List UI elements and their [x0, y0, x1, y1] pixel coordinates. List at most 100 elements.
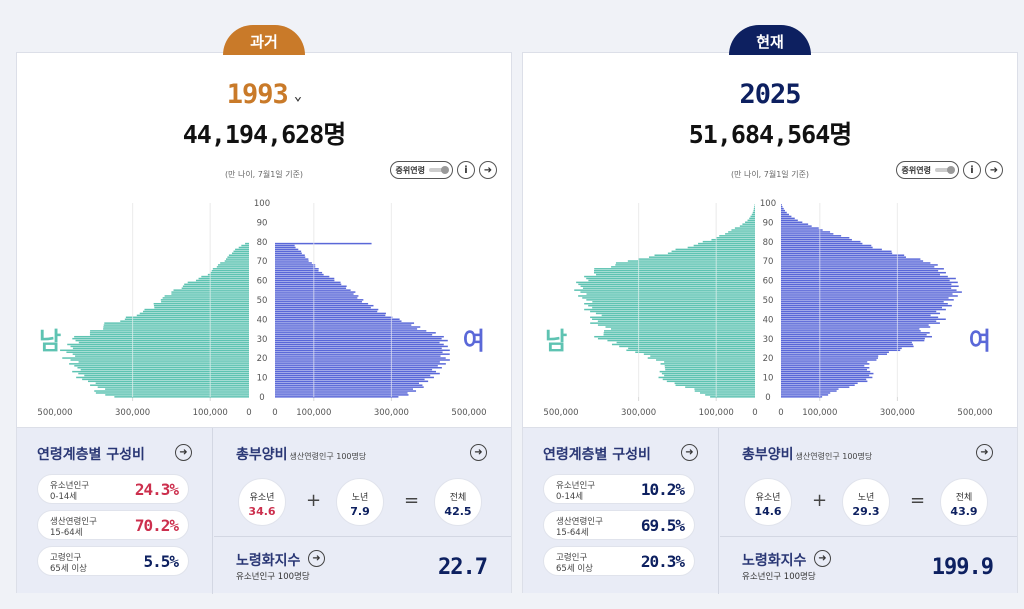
female-bar	[275, 304, 374, 307]
male-bar	[76, 376, 249, 379]
male-bar	[210, 271, 249, 274]
elderly-pop-value: 5.5%	[143, 552, 179, 571]
male-bar	[628, 347, 755, 350]
female-bar	[275, 337, 442, 340]
dependency-ratio: 총부양비 생산연령인구 100명당 ➜ 유소년 34.6 + 노년 7.9 = 전…	[214, 428, 511, 536]
male-bar	[114, 396, 249, 398]
female-bar	[781, 271, 946, 274]
female-bar	[275, 334, 433, 336]
age-tick-label: 10	[763, 374, 774, 384]
male-bar	[80, 368, 249, 371]
population-pyramid-2025: 0 10 20 30 40 50 60 70 80 90 100 500,000 300,000 100,…	[543, 199, 992, 418]
age-tick-label: 70	[763, 257, 774, 267]
age-tick-label: 40	[257, 315, 268, 325]
female-bar	[275, 365, 438, 367]
female-bar	[275, 386, 424, 388]
female-bar	[781, 231, 831, 233]
female-bar	[275, 291, 356, 293]
tab-now[interactable]: 현재	[729, 25, 811, 55]
female-bar	[781, 246, 873, 249]
male-bar	[731, 229, 755, 231]
male-bar	[74, 335, 249, 338]
female-bar	[781, 304, 952, 307]
female-bar	[781, 293, 953, 295]
year-value: 2025	[739, 79, 801, 110]
female-bar	[275, 341, 440, 344]
female-bar	[781, 374, 870, 377]
age-tick-label: 80	[763, 238, 774, 248]
male-bar	[656, 359, 755, 361]
year-selector[interactable]: 1993 ⌄	[17, 79, 511, 110]
female-bar	[275, 270, 319, 272]
female-bar	[781, 306, 943, 309]
female-bar	[781, 337, 925, 340]
dependency-ratio: 총부양비 생산연령인구 100명당 ➜ 유소년 14.6 + 노년 29.3 = …	[720, 428, 1017, 536]
arrow-right-icon[interactable]: ➜	[814, 550, 831, 567]
age-tick-label: 30	[763, 335, 774, 345]
elderly-pop-label: 고령인구	[556, 553, 588, 563]
male-bar	[195, 279, 249, 282]
female-bar	[781, 258, 921, 260]
female-bar	[781, 359, 877, 361]
female-bar	[781, 219, 798, 222]
pyramid-controls: 중위연령 i ➜	[389, 161, 497, 179]
female-bar	[781, 283, 952, 286]
info-icon[interactable]: i	[963, 161, 981, 179]
male-bar	[84, 374, 249, 377]
female-bar	[275, 335, 444, 338]
male-bar	[105, 394, 249, 396]
youth-dependency-label: 유소년	[249, 493, 275, 503]
female-bar	[275, 254, 305, 256]
female-bar	[781, 207, 784, 210]
plus-sign: +	[812, 490, 828, 511]
male-bar	[607, 339, 755, 342]
arrow-right-icon[interactable]: ➜	[470, 444, 487, 461]
male-bar	[187, 281, 249, 284]
working-pop-label: 생산연령인구	[556, 517, 603, 527]
aging-index-value: 22.7	[438, 555, 488, 580]
male-bar	[643, 353, 755, 355]
arrow-right-icon[interactable]: ➜	[985, 161, 1003, 179]
female-bar	[275, 258, 309, 260]
working-pop-range: 15-64세	[50, 528, 83, 538]
male-bar	[82, 378, 249, 381]
median-age-toggle[interactable]: 중위연령	[389, 161, 453, 179]
arrow-right-icon[interactable]: ➜	[976, 444, 993, 461]
total-dependency: 전체 42.5	[434, 478, 482, 526]
info-icon[interactable]: i	[457, 161, 475, 179]
female-bar	[781, 270, 939, 272]
female-bar	[275, 273, 324, 276]
male-bar	[220, 262, 249, 264]
female-bar	[275, 281, 341, 284]
working-pop-value: 70.2%	[134, 516, 179, 535]
age-tick-label: 20	[257, 354, 268, 364]
male-bar	[750, 215, 755, 218]
working-pop-value: 69.5%	[640, 516, 685, 535]
tab-past[interactable]: 과거	[223, 25, 305, 55]
age-composition: 연령계층별 구성비 ➜ 유소년인구 0-14세 24.3% 생산연령인구 15-…	[17, 428, 213, 594]
median-age-toggle[interactable]: 중위연령	[895, 161, 959, 179]
male-bar	[661, 372, 755, 375]
male-bar	[626, 349, 755, 352]
arrow-right-icon[interactable]: ➜	[308, 550, 325, 567]
total-dependency-label: 전체	[449, 493, 467, 503]
male-bar	[89, 332, 249, 334]
female-bar	[275, 357, 446, 359]
age-tick-label: 40	[763, 315, 774, 325]
male-label: 남	[545, 327, 568, 355]
youth-dependency: 유소년 14.6	[744, 478, 792, 526]
chevron-down-icon[interactable]: ⌄	[293, 87, 303, 104]
male-bar	[588, 304, 755, 307]
female-bar	[781, 240, 861, 243]
arrow-right-icon[interactable]: ➜	[681, 444, 698, 461]
male-bar	[103, 324, 249, 326]
male-bar	[742, 223, 755, 225]
toggle-switch-icon	[429, 166, 449, 174]
arrow-right-icon[interactable]: ➜	[479, 161, 497, 179]
arrow-right-icon[interactable]: ➜	[175, 444, 192, 461]
female-bar	[275, 324, 412, 326]
male-bar	[615, 262, 755, 264]
female-bar	[275, 326, 421, 328]
female-bar	[275, 392, 408, 394]
male-bar	[72, 347, 249, 350]
